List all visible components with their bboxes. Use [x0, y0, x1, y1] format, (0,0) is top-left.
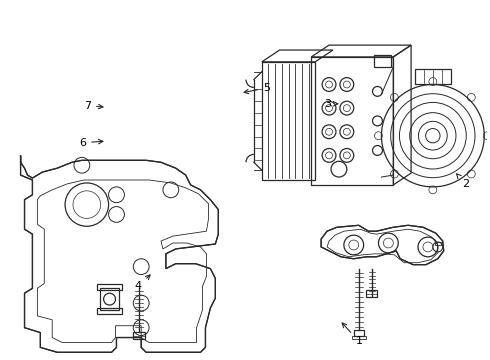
Polygon shape [321, 225, 444, 265]
Text: 4: 4 [135, 275, 150, 291]
Bar [311, 57, 393, 185]
Bar [373, 55, 392, 67]
Text: 6: 6 [79, 138, 103, 148]
Bar [435, 242, 441, 245]
Text: 3: 3 [324, 99, 338, 109]
Bar [366, 290, 377, 297]
Text: 1: 1 [342, 323, 362, 346]
Polygon shape [21, 156, 219, 352]
Bar [354, 330, 364, 336]
Text: 2: 2 [457, 174, 469, 189]
Bar [262, 62, 315, 180]
Bar [415, 69, 451, 85]
Bar [97, 308, 122, 314]
Text: 5: 5 [244, 83, 270, 94]
Bar [97, 284, 122, 290]
Text: 7: 7 [84, 100, 103, 111]
Bar [133, 332, 145, 338]
Bar [352, 336, 366, 338]
Bar [99, 288, 120, 310]
